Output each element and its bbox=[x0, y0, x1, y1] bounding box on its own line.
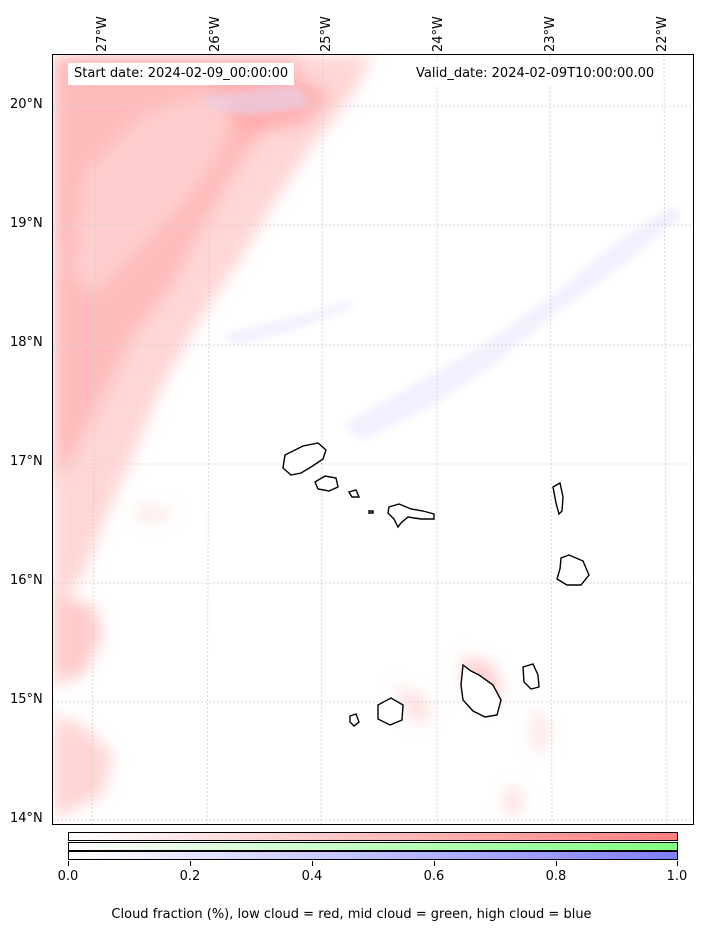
colorbar-tick bbox=[556, 861, 557, 866]
island-maio bbox=[522, 663, 540, 690]
colorbar-tick-label: 0.4 bbox=[301, 869, 323, 884]
colorbar-low-cloud bbox=[68, 832, 678, 841]
lat-label-15n: 15°N bbox=[10, 692, 43, 707]
island-fogo bbox=[377, 697, 404, 726]
lon-label-24w: 24°W bbox=[431, 16, 446, 52]
colorbar-tick bbox=[68, 861, 69, 866]
high-cloud-layer bbox=[203, 85, 683, 440]
colorbar-tick bbox=[677, 861, 678, 866]
lat-label-17n: 17°N bbox=[10, 454, 43, 469]
colorbar-tick bbox=[190, 861, 191, 866]
colorbar-tick-label: 0.2 bbox=[179, 869, 201, 884]
graticule bbox=[53, 55, 693, 824]
island-brava bbox=[349, 713, 360, 727]
island-santiago bbox=[460, 663, 502, 718]
island-sao-nicolau bbox=[387, 503, 435, 529]
island-sal bbox=[552, 481, 564, 516]
lat-label-19n: 19°N bbox=[10, 216, 43, 231]
colorbar-mid-cloud bbox=[68, 842, 678, 851]
colorbar-caption: Cloud fraction (%), low cloud = red, mid… bbox=[111, 907, 592, 922]
colorbar-tick bbox=[312, 861, 313, 866]
colorbar-tick bbox=[434, 861, 435, 866]
coastlines bbox=[282, 442, 590, 727]
colorbar bbox=[68, 832, 678, 860]
lat-label-20n: 20°N bbox=[10, 97, 43, 112]
start-date-label: Start date: 2024-02-09_00:00:00 bbox=[68, 63, 295, 85]
lat-label-16n: 16°N bbox=[10, 573, 43, 588]
island-santo-antao bbox=[282, 442, 327, 476]
colorbar-tick-label: 0.0 bbox=[57, 869, 79, 884]
island-ilheu bbox=[368, 510, 374, 514]
cloud-map bbox=[53, 55, 693, 824]
lon-label-27w: 27°W bbox=[95, 16, 110, 52]
colorbar-high-cloud bbox=[68, 851, 678, 860]
lon-label-26w: 26°W bbox=[208, 16, 223, 52]
island-santa-luzia bbox=[347, 489, 361, 498]
valid-date-label: Valid_date: 2024-02-09T10:00:00.00 bbox=[410, 63, 661, 85]
lat-label-14n: 14°N bbox=[10, 811, 43, 826]
lon-label-22w: 22°W bbox=[655, 16, 670, 52]
colorbar-tick-label: 0.8 bbox=[545, 869, 567, 884]
colorbar-tick-label: 1.0 bbox=[666, 869, 688, 884]
island-sao-vicente bbox=[314, 475, 339, 492]
lat-label-18n: 18°N bbox=[10, 335, 43, 350]
low-cloud-layer bbox=[53, 55, 548, 815]
map-panel bbox=[52, 54, 694, 825]
lon-label-25w: 25°W bbox=[319, 16, 334, 52]
island-boa-vista bbox=[556, 554, 590, 586]
lon-label-23w: 23°W bbox=[543, 16, 558, 52]
colorbar-tick-label: 0.6 bbox=[423, 869, 445, 884]
